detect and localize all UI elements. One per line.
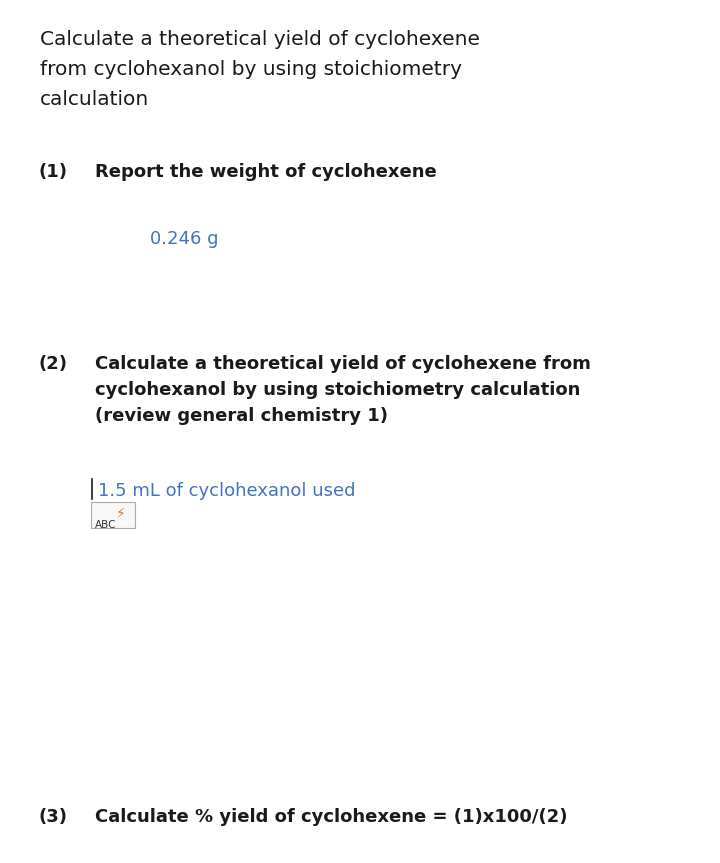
Text: 1.5 mL of cyclohexanol used: 1.5 mL of cyclohexanol used <box>98 482 356 500</box>
Text: (review general chemistry 1): (review general chemistry 1) <box>95 407 388 425</box>
Text: cyclohexanol by using stoichiometry calculation: cyclohexanol by using stoichiometry calc… <box>95 381 580 399</box>
Text: (1): (1) <box>38 163 67 181</box>
Text: (2): (2) <box>38 355 67 373</box>
FancyBboxPatch shape <box>91 502 135 528</box>
Text: ⚡: ⚡ <box>116 507 126 521</box>
Text: (3): (3) <box>38 808 67 826</box>
Text: ABC: ABC <box>95 520 117 530</box>
Text: Report the weight of cyclohexene: Report the weight of cyclohexene <box>95 163 437 181</box>
Text: 0.246 g: 0.246 g <box>150 230 218 248</box>
Text: calculation: calculation <box>40 90 149 109</box>
Text: Calculate a theoretical yield of cyclohexene: Calculate a theoretical yield of cyclohe… <box>40 30 480 49</box>
Text: from cyclohexanol by using stoichiometry: from cyclohexanol by using stoichiometry <box>40 60 462 79</box>
Text: Calculate % yield of cyclohexene = (1)x100/(2): Calculate % yield of cyclohexene = (1)x1… <box>95 808 567 826</box>
Text: Calculate a theoretical yield of cyclohexene from: Calculate a theoretical yield of cyclohe… <box>95 355 591 373</box>
